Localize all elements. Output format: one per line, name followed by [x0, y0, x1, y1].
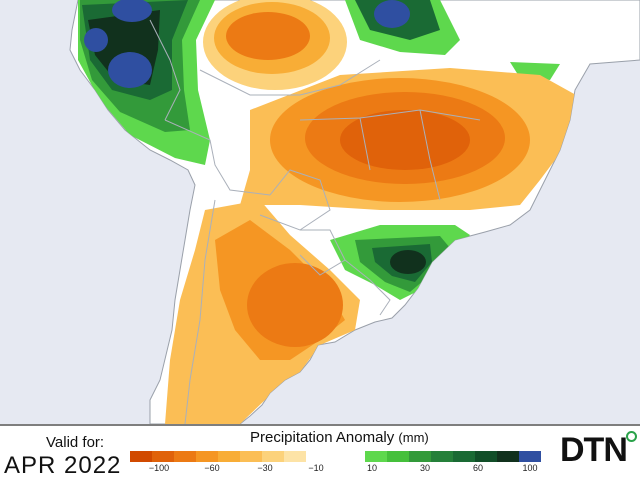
valid-date: APR 2022 — [4, 452, 122, 479]
anomaly-contours — [78, 0, 585, 424]
border-peru-brazil — [164, 119, 271, 196]
legend-tick: −10 — [308, 463, 324, 473]
dtn-logo-dot-icon — [626, 431, 637, 442]
legend-swatch — [519, 451, 541, 462]
legend-swatch — [284, 451, 306, 462]
legend-tick: 30 — [419, 463, 431, 473]
border-argentina-brazil — [344, 259, 391, 316]
border-venezuela-brazil — [199, 59, 381, 96]
legend-tick: 10 — [366, 463, 378, 473]
legend-swatch — [152, 451, 174, 462]
legend-swatch — [453, 451, 475, 462]
legend-swatch — [387, 451, 409, 462]
wet-core-northwest — [84, 28, 108, 52]
dry-region-north — [226, 12, 310, 60]
legend-tick: 60 — [472, 463, 484, 473]
border-bolivia — [259, 169, 331, 231]
legend-title: Precipitation Anomaly (mm) — [250, 429, 429, 446]
legend-tick: 100 — [522, 463, 538, 473]
legend-swatch — [218, 451, 240, 462]
precipitation-anomaly-map — [0, 0, 640, 424]
legend-swatch — [497, 451, 519, 462]
legend-swatch — [240, 451, 262, 462]
wet-core-south-brazil — [390, 250, 426, 274]
wet-core-northwest — [112, 0, 152, 22]
legend-swatch — [409, 451, 431, 462]
legend-swatch — [174, 451, 196, 462]
legend-swatch — [475, 451, 497, 462]
wet-core-northwest — [108, 52, 152, 88]
wet-core-guianas — [374, 0, 410, 28]
border-brazil-states — [299, 109, 481, 201]
legend-swatch — [431, 451, 453, 462]
legend-unit: (mm) — [398, 430, 429, 445]
dtn-logo: DTN — [560, 431, 628, 469]
valid-for-label: Valid for: — [46, 434, 105, 451]
legend-swatch — [365, 451, 387, 462]
legend-positive-scale — [365, 451, 541, 462]
legend-tick: −30 — [257, 463, 273, 473]
legend-swatch — [262, 451, 284, 462]
dry-region-central-brazil — [340, 110, 470, 170]
border-colombia-venezuela — [149, 19, 181, 121]
footer-legend-bar: Valid for: APR 2022 Precipitation Anomal… — [0, 424, 640, 482]
country-borders — [149, 19, 481, 424]
legend-negative-scale — [130, 451, 306, 462]
dry-region-argentina — [247, 263, 343, 347]
border-chile-argentina — [184, 199, 216, 424]
legend-tick: −60 — [204, 463, 220, 473]
legend-tick: −100 — [148, 463, 170, 473]
legend-swatch — [130, 451, 152, 462]
legend-title-text: Precipitation Anomaly — [250, 429, 395, 446]
legend-swatch — [196, 451, 218, 462]
